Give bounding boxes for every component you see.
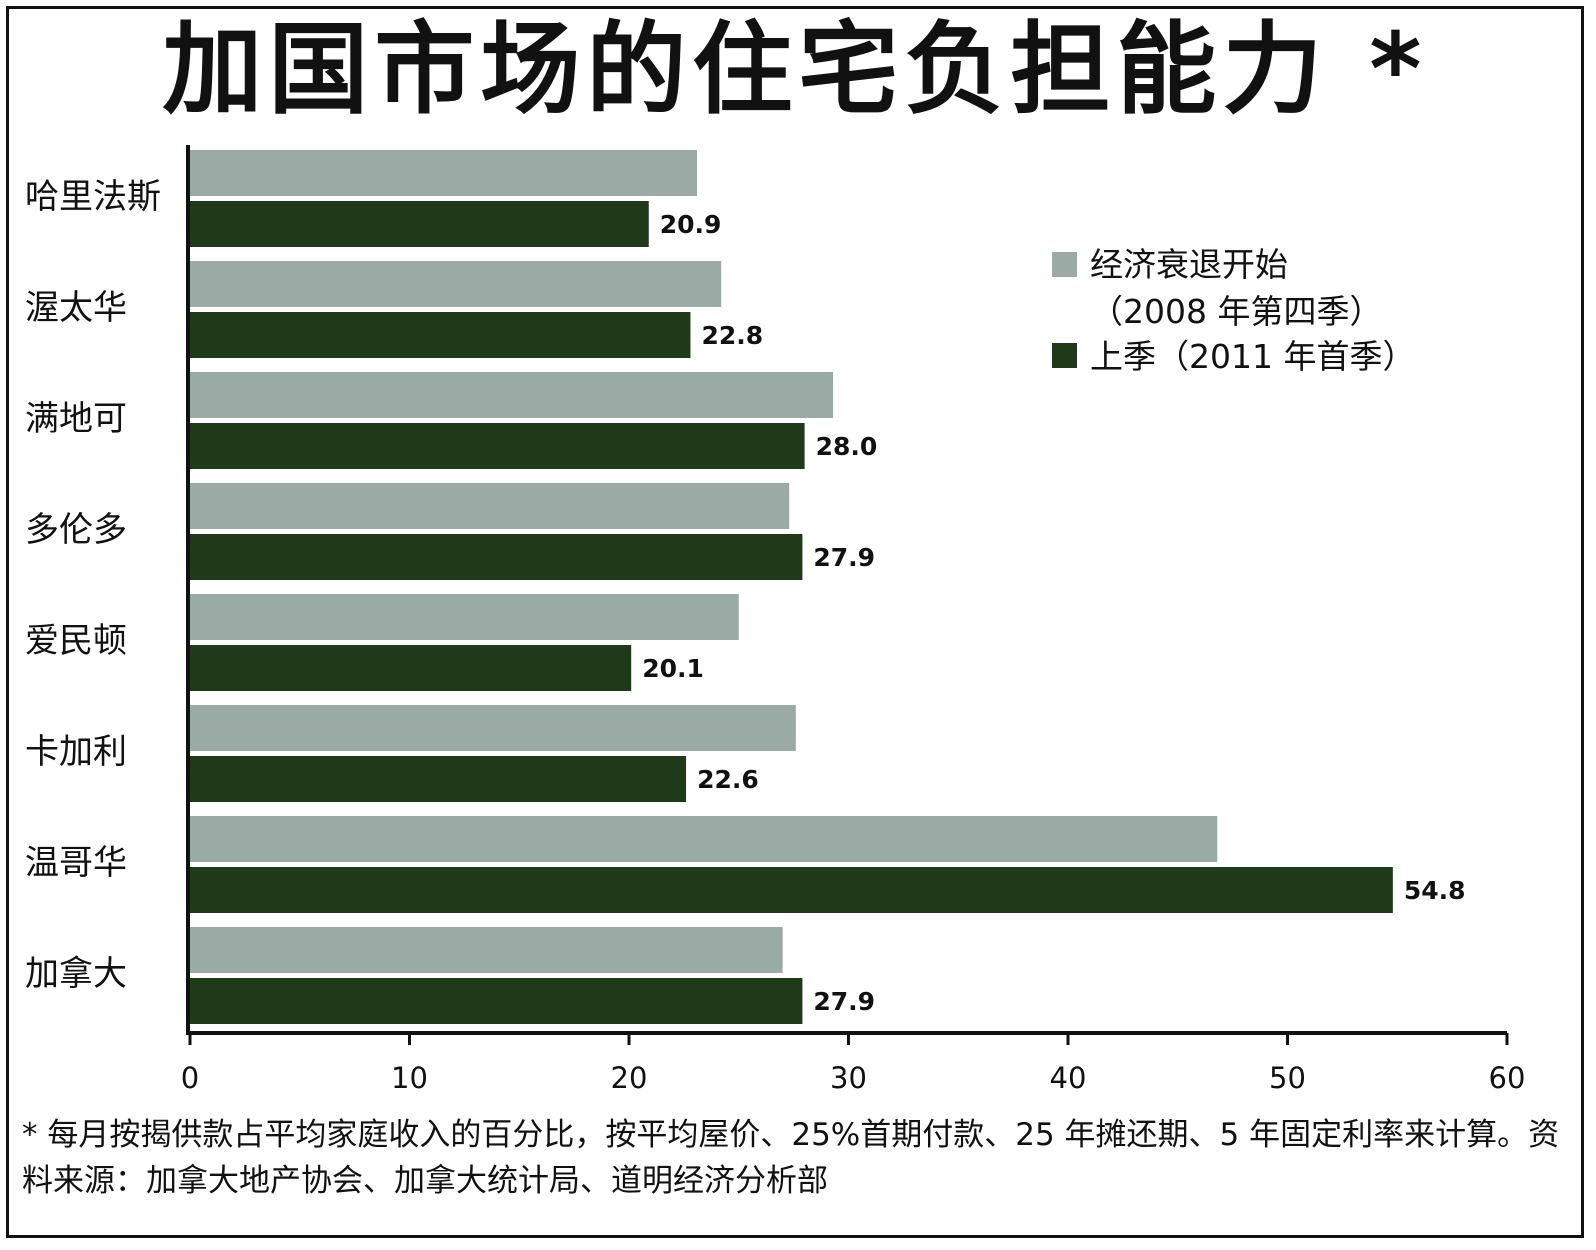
footnote: * 每月按揭供款占平均家庭收入的百分比，按平均屋价、25%首期付款、25 年摊还… (22, 1117, 1560, 1199)
category-label: 爱民顿 (25, 621, 127, 661)
bar (190, 534, 803, 580)
x-tick-label: 10 (391, 1061, 428, 1095)
legend-swatch (1052, 343, 1077, 368)
x-tick-label: 60 (1489, 1061, 1526, 1095)
category-label: 多伦多 (25, 510, 127, 550)
bar (190, 867, 1393, 913)
data-label: 22.8 (701, 321, 763, 350)
x-tick-label: 30 (830, 1061, 867, 1095)
category-label: 哈里法斯 (25, 177, 161, 217)
category-label: 卡加利 (25, 732, 127, 772)
legend-swatch (1052, 252, 1077, 277)
chart-title: 加国市场的住宅负担能力 * (162, 11, 1428, 128)
x-tick-label: 20 (611, 1061, 648, 1095)
bar (190, 261, 722, 307)
legend-label: （2008 年第四季） (1090, 292, 1382, 331)
data-label: 20.1 (642, 654, 704, 683)
data-label: 20.9 (660, 210, 722, 239)
bar (190, 150, 698, 196)
data-label: 54.8 (1404, 876, 1466, 905)
bar (190, 201, 649, 247)
legend-label: 经济衰退开始 (1090, 245, 1288, 284)
bar (190, 705, 796, 751)
category-label: 温哥华 (25, 843, 127, 883)
x-tick-label: 40 (1050, 1061, 1087, 1095)
category-label: 满地可 (25, 399, 127, 439)
bar (190, 927, 783, 973)
bar (190, 372, 834, 418)
x-tick-label: 0 (181, 1061, 199, 1095)
bar (190, 483, 790, 529)
x-tick-label: 50 (1269, 1061, 1306, 1095)
data-label: 27.9 (813, 987, 875, 1016)
bar (190, 423, 805, 469)
bar (190, 645, 632, 691)
bar (190, 312, 691, 358)
bar (190, 594, 739, 640)
data-label: 27.9 (813, 543, 875, 572)
bar (190, 756, 687, 802)
bar-chart: 20.9 哈里法斯 22.8 渥太华 28.0 满地可 27.9 多伦多 20.1 爱民顿 22.6… (25, 145, 1526, 1095)
bar (190, 978, 803, 1024)
category-label: 渥太华 (25, 288, 127, 328)
data-label: 22.6 (697, 765, 759, 794)
category-label: 加拿大 (25, 954, 127, 994)
legend-label: 上季（2011 年首季） (1090, 337, 1415, 376)
data-label: 28.0 (816, 432, 878, 461)
bar (190, 816, 1218, 862)
